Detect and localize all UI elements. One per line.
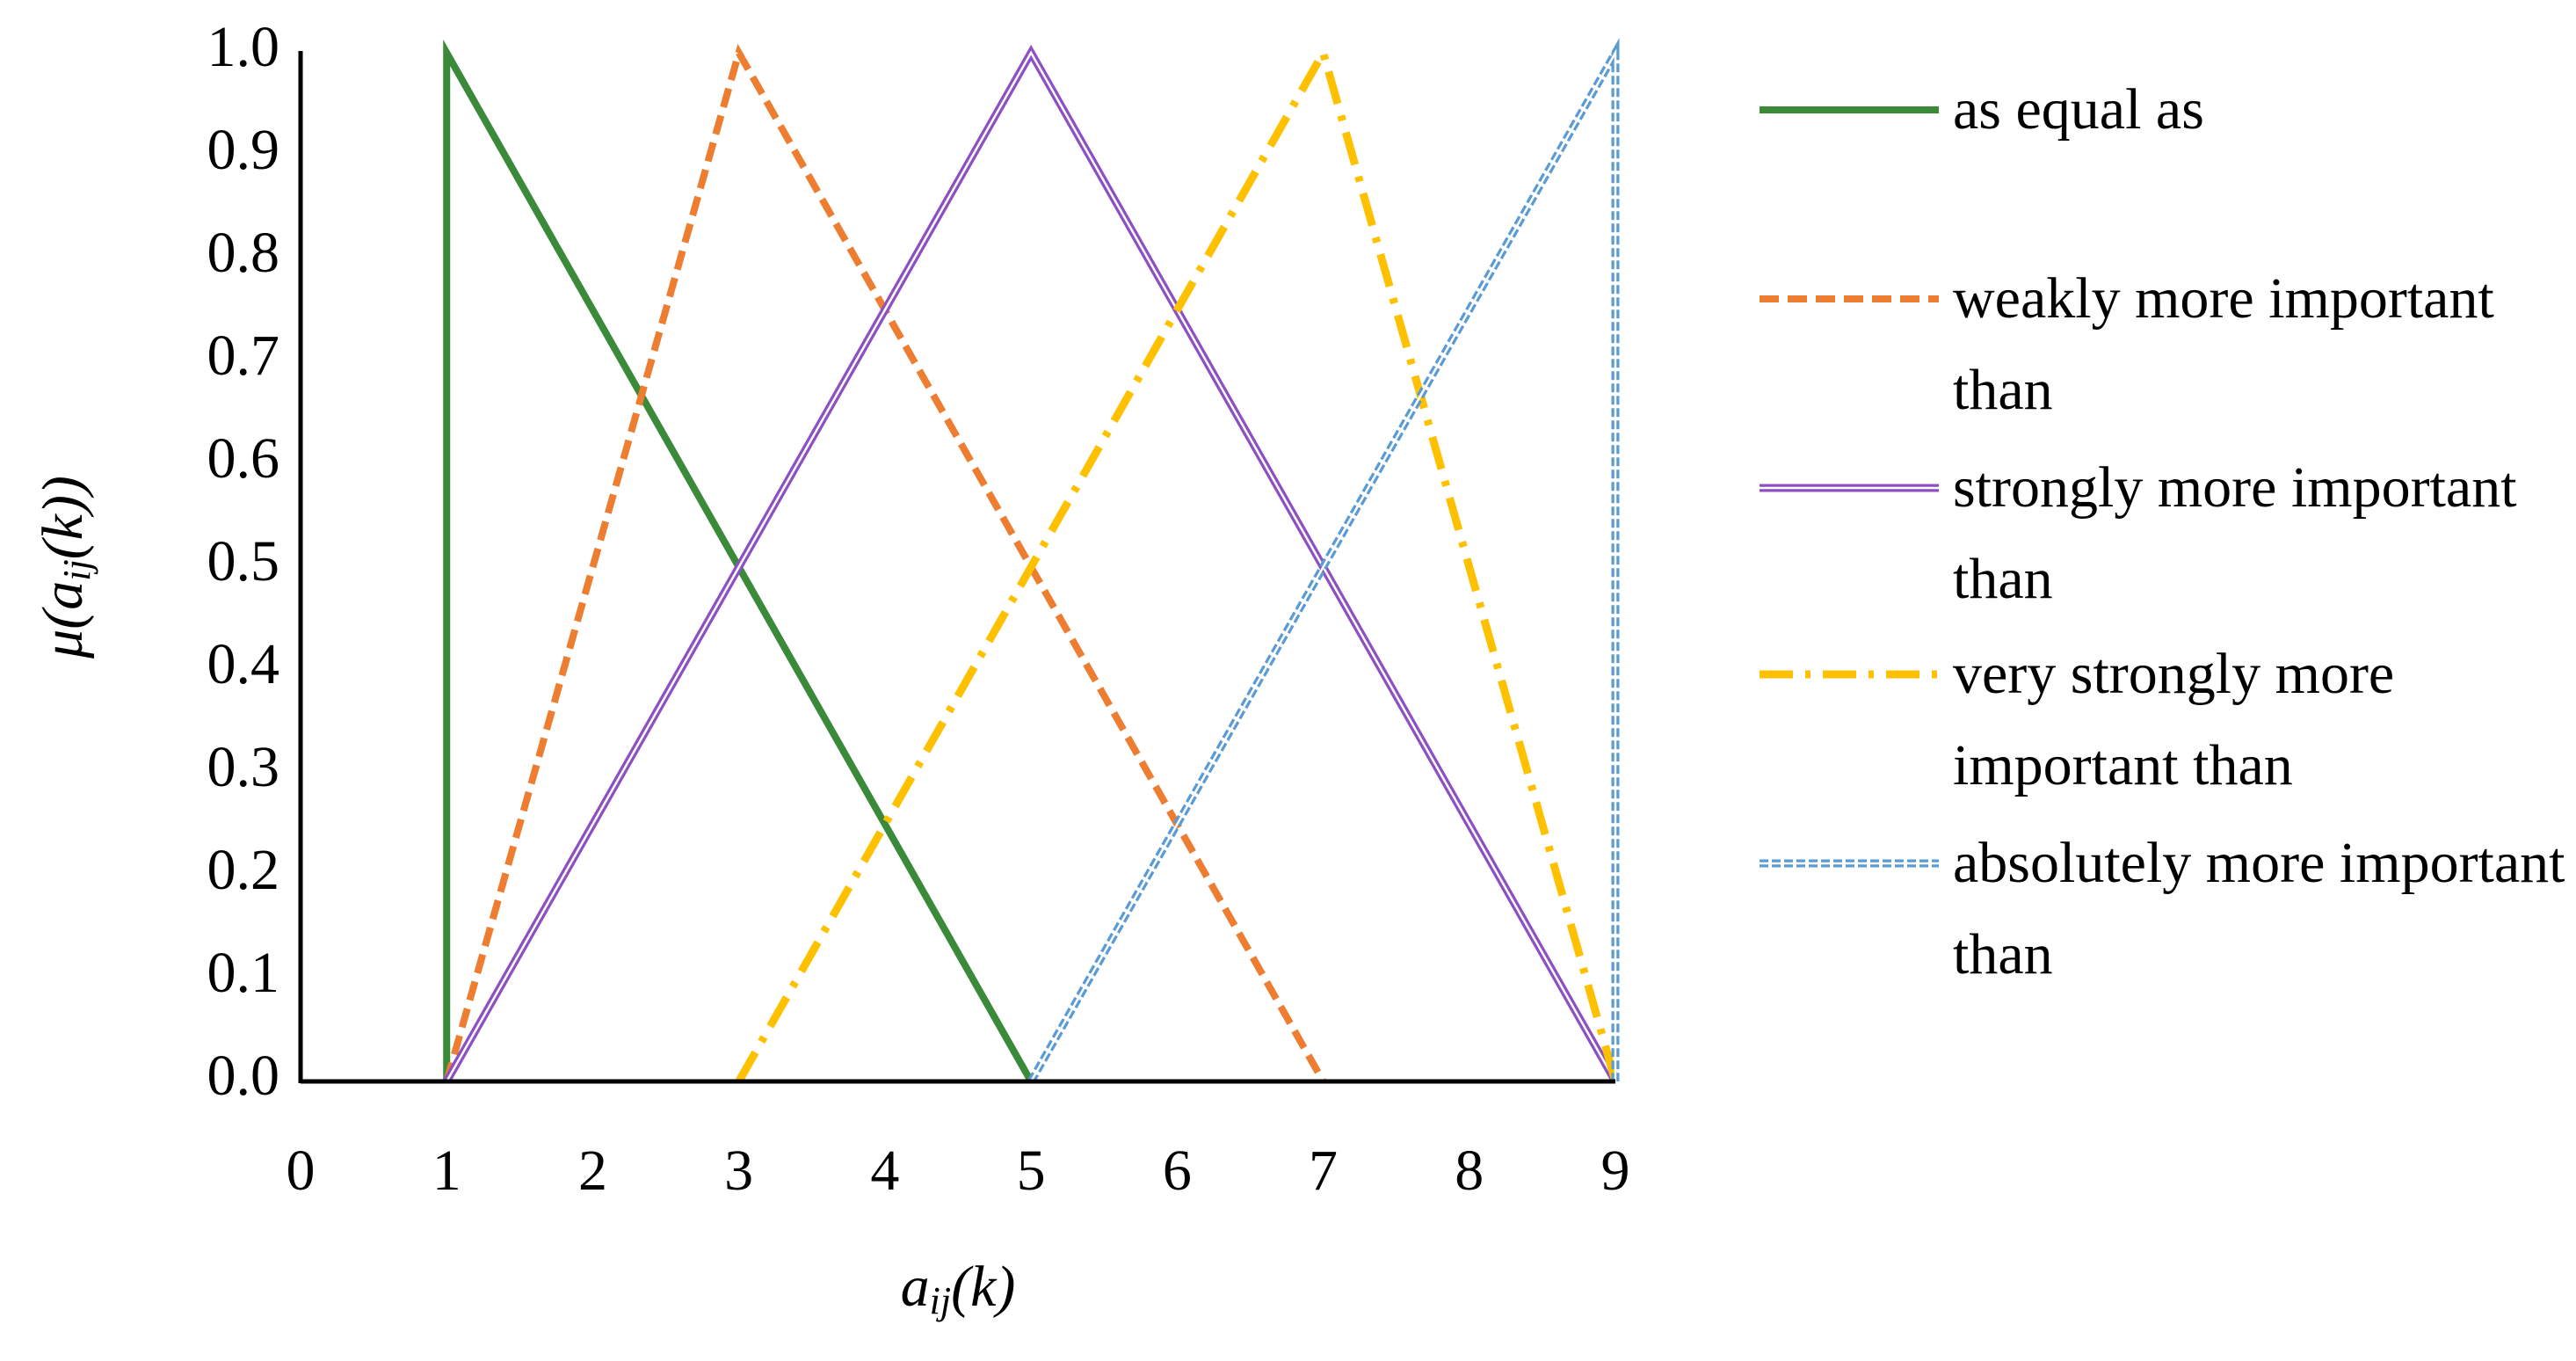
x-label-part: (k) xyxy=(951,1255,1015,1319)
x-tick-label: 4 xyxy=(870,1139,899,1203)
y-tick-label: 0.7 xyxy=(207,324,280,388)
legend-label: absolutely more important than xyxy=(1953,831,2565,986)
x-tick-label: 3 xyxy=(724,1139,753,1203)
legend-label: weakly more important than xyxy=(1953,266,2494,422)
y-tick-label: 0.6 xyxy=(207,426,280,491)
x-tick-label: 5 xyxy=(1017,1139,1046,1203)
series-line-inner xyxy=(446,50,1617,1082)
legend-label: strongly more important than xyxy=(1953,455,2517,611)
x-tick-label: 9 xyxy=(1601,1139,1630,1203)
y-label-sub: ij xyxy=(55,559,98,580)
x-axis-label: aij(k) xyxy=(901,1255,1016,1322)
x-label-sub: ij xyxy=(930,1279,951,1322)
x-tick-label: 6 xyxy=(1163,1139,1192,1203)
x-tick-label: 7 xyxy=(1309,1139,1338,1203)
y-tick-label: 0.4 xyxy=(207,632,280,696)
x-label-part: a xyxy=(901,1255,930,1319)
y-tick-label: 0.0 xyxy=(207,1044,280,1108)
series-line xyxy=(443,39,1034,1083)
y-tick-label: 0.9 xyxy=(207,118,280,182)
y-tick-label: 1.0 xyxy=(207,15,280,79)
series-line-inner xyxy=(1030,48,1617,1082)
series-line xyxy=(735,42,1620,1084)
y-tick-label: 0.1 xyxy=(207,941,280,1005)
legend-label: as equal as xyxy=(1953,77,2204,142)
y-axis-label: μ(aij(k)) xyxy=(31,476,98,659)
y-tick-label: 0.8 xyxy=(207,221,280,285)
y-label-part: μ(a xyxy=(31,581,95,659)
y-tick-label: 0.2 xyxy=(207,838,280,902)
y-label-part: (k)) xyxy=(31,476,95,559)
x-tick-label: 1 xyxy=(432,1139,461,1203)
x-tick-label: 0 xyxy=(287,1139,316,1203)
legend-label: very strongly more important than xyxy=(1953,642,2395,797)
y-tick-label: 0.3 xyxy=(207,735,280,799)
series-line xyxy=(443,43,1327,1083)
x-tick-label: 2 xyxy=(578,1139,607,1203)
y-tick-label: 0.5 xyxy=(207,529,280,593)
x-tick-label: 8 xyxy=(1455,1139,1484,1203)
